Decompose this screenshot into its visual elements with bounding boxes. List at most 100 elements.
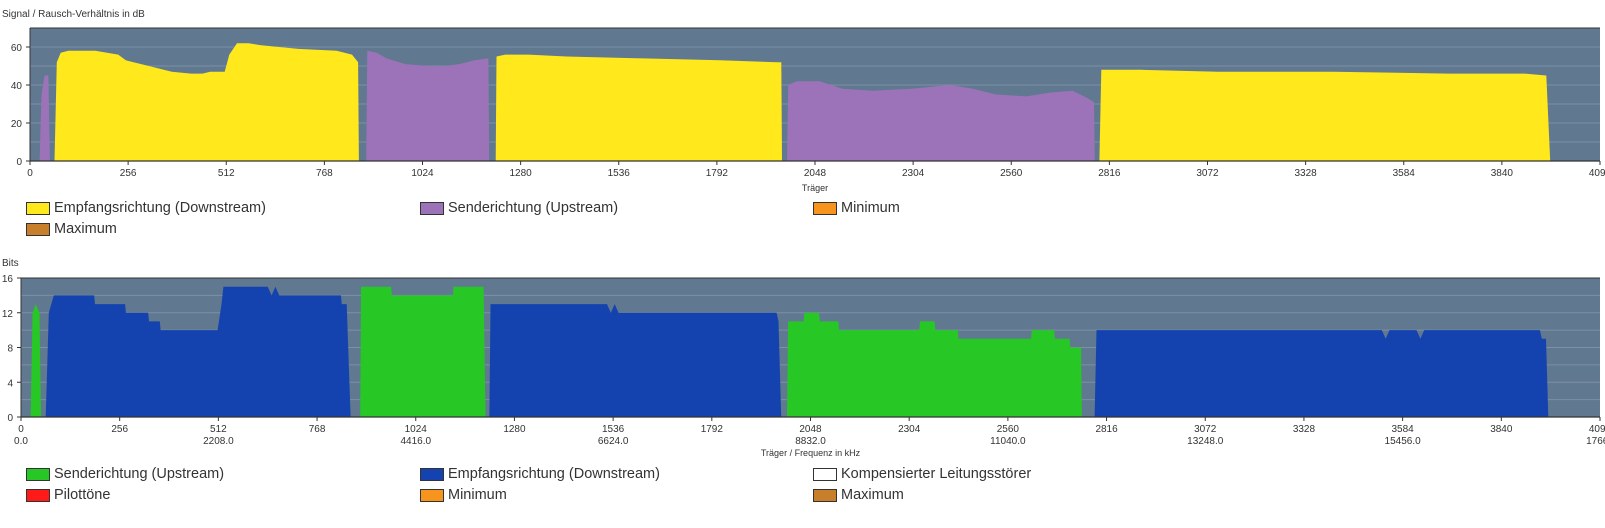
series-area-downstream_snr-1	[495, 54, 782, 161]
legend-item-bits-minimum[interactable]: Minimum	[420, 487, 507, 503]
series-area-upstream_snr-0	[39, 75, 50, 161]
x-axis-label: Träger	[802, 183, 828, 193]
legend-item-bits-upstream[interactable]: Senderichtung (Upstream)	[26, 466, 224, 482]
x-tick-label: 3328	[1293, 424, 1316, 435]
x-tick-label-khz: 13248.0	[1187, 436, 1224, 447]
series-area-upstream_bits-2	[787, 312, 1082, 417]
x-tick-label-khz: 15456.0	[1385, 436, 1422, 447]
y-tick-label: 8	[7, 344, 13, 355]
y-tick-label: 40	[11, 81, 23, 92]
x-tick-label: 1024	[405, 424, 428, 435]
swatch-snr-maximum	[26, 222, 50, 236]
x-tick-label: 256	[120, 168, 137, 179]
swatch-bits-upstream	[26, 467, 50, 481]
legend-item-snr-maximum[interactable]: Maximum	[26, 221, 117, 237]
swatch-bits-maximum	[813, 488, 837, 502]
x-tick-label: 3072	[1196, 168, 1219, 179]
legend-item-bits-maximum[interactable]: Maximum	[813, 487, 904, 503]
y-tick-label: 60	[11, 43, 23, 54]
x-tick-label: 4096	[1589, 168, 1605, 179]
x-tick-label: 0	[18, 424, 24, 435]
swatch-bits-pilot	[26, 488, 50, 502]
legend-item-bits-pilot[interactable]: Pilottöne	[26, 487, 110, 503]
x-tick-label: 1536	[602, 424, 625, 435]
x-tick-label: 4096	[1589, 424, 1605, 435]
x-tick-label: 2048	[804, 168, 827, 179]
snr-chart-title: Signal / Rausch-Verhältnis in dB	[2, 9, 145, 20]
x-tick-label-khz: 8832.0	[795, 436, 826, 447]
x-axis-label: Träger / Frequenz in kHz	[761, 448, 861, 458]
bits-chart-title: Bits	[2, 258, 19, 269]
x-tick-label-khz: 2208.0	[203, 436, 234, 447]
x-tick-label: 512	[210, 424, 227, 435]
x-tick-label: 512	[218, 168, 235, 179]
x-tick-label: 3840	[1491, 168, 1514, 179]
series-area-downstream_bits-1	[489, 304, 782, 417]
legend-label: Senderichtung (Upstream)	[448, 200, 619, 216]
x-tick-label: 1280	[510, 168, 533, 179]
swatch-bits-compensated	[813, 467, 837, 481]
y-tick-label: 20	[11, 119, 23, 130]
legend-label: Minimum	[448, 487, 507, 503]
x-tick-label-khz: 17664	[1586, 436, 1605, 447]
legend-label: Senderichtung (Upstream)	[54, 466, 225, 482]
x-tick-label: 3584	[1393, 168, 1416, 179]
swatch-bits-downstream	[420, 467, 444, 481]
legend-item-snr-downstream[interactable]: Empfangsrichtung (Downstream)	[26, 200, 266, 216]
snr-chart: 0 20 40 60 0 256 512 768 1024 1280 1536 1792 2048 230…	[11, 27, 1605, 193]
series-area-upstream_bits-1	[360, 286, 486, 417]
y-tick-label: 16	[2, 274, 14, 285]
x-tick-label: 2560	[1000, 168, 1023, 179]
x-tick-label: 3584	[1392, 424, 1415, 435]
x-tick-label: 256	[111, 424, 128, 435]
x-tick-label: 2304	[898, 424, 921, 435]
x-tick-label: 2816	[1095, 424, 1118, 435]
legend-item-bits-downstream[interactable]: Empfangsrichtung (Downstream)	[420, 466, 660, 482]
series-area-downstream_bits-2	[1094, 330, 1549, 417]
swatch-snr-minimum	[813, 201, 837, 215]
x-tick-label: 768	[309, 424, 326, 435]
legend-label: Empfangsrichtung (Downstream)	[54, 200, 266, 216]
legend-label: Minimum	[841, 200, 900, 216]
series-area-upstream_bits-0	[30, 304, 41, 417]
x-tick-label: 1280	[503, 424, 526, 435]
x-tick-label: 2048	[799, 424, 822, 435]
x-tick-label: 2816	[1098, 168, 1121, 179]
y-tick-label: 4	[7, 378, 13, 389]
swatch-snr-downstream	[26, 201, 50, 215]
series-area-downstream_bits-0	[45, 286, 351, 417]
x-tick-label: 768	[316, 168, 333, 179]
x-tick-label: 2560	[997, 424, 1020, 435]
series-area-upstream_snr-2	[787, 81, 1095, 161]
x-tick-label: 1792	[706, 168, 729, 179]
x-tick-label: 3328	[1295, 168, 1318, 179]
swatch-bits-minimum	[420, 488, 444, 502]
y-tick-label: 0	[7, 413, 13, 424]
x-tick-label: 2304	[902, 168, 925, 179]
series-area-downstream_snr-0	[54, 43, 359, 162]
x-tick-label: 1792	[701, 424, 724, 435]
legend-item-snr-minimum[interactable]: Minimum	[813, 200, 900, 216]
y-tick-label: 0	[16, 157, 22, 168]
legend-label: Kompensierter Leitungsstörer	[841, 466, 1032, 482]
x-tick-label: 1024	[411, 168, 434, 179]
legend-label: Maximum	[841, 487, 904, 503]
legend-label: Empfangsrichtung (Downstream)	[448, 466, 660, 482]
x-tick-label: 3840	[1490, 424, 1513, 435]
y-tick-label: 12	[2, 309, 14, 320]
legend-item-snr-upstream[interactable]: Senderichtung (Upstream)	[420, 200, 618, 216]
x-tick-label: 3072	[1194, 424, 1217, 435]
swatch-snr-upstream	[420, 201, 444, 215]
series-area-upstream_snr-1	[366, 50, 490, 161]
series-area-downstream_snr-2	[1099, 69, 1551, 161]
x-tick-label-khz: 0.0	[14, 436, 28, 447]
x-tick-label: 1536	[608, 168, 631, 179]
x-tick-label-khz: 4416.0	[400, 436, 431, 447]
x-tick-label: 0	[27, 168, 33, 179]
x-tick-label-khz: 6624.0	[598, 436, 629, 447]
legend-label: Pilottöne	[54, 487, 111, 503]
legend-item-bits-compensated[interactable]: Kompensierter Leitungsstörer	[813, 466, 1031, 482]
x-tick-label-khz: 11040.0	[990, 436, 1026, 447]
legend-label: Maximum	[54, 221, 117, 237]
